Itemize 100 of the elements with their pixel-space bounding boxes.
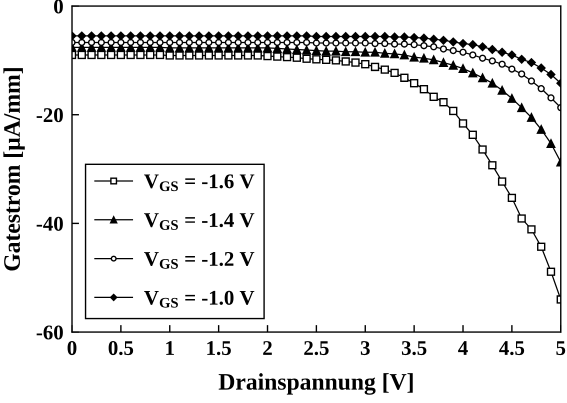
point <box>332 39 340 47</box>
point <box>293 38 300 46</box>
point <box>360 48 370 57</box>
point <box>205 38 212 46</box>
point <box>459 48 467 56</box>
point <box>283 38 291 46</box>
point <box>546 70 556 79</box>
point <box>380 65 389 74</box>
point <box>312 55 321 64</box>
point <box>370 48 380 57</box>
point <box>351 58 360 67</box>
point <box>400 32 409 42</box>
point <box>526 112 536 122</box>
point <box>478 54 486 62</box>
point <box>253 32 262 40</box>
point <box>498 177 506 186</box>
point <box>106 32 116 40</box>
point <box>108 38 115 46</box>
point <box>282 52 292 62</box>
point <box>390 68 399 78</box>
point <box>195 38 203 46</box>
legend-label: V$_{GS}$ = -1.2 V <box>144 252 254 269</box>
point <box>371 40 379 48</box>
point <box>449 106 458 116</box>
point <box>517 54 526 64</box>
x-tick-label: 0 <box>68 341 76 356</box>
point <box>517 103 526 112</box>
point <box>264 38 272 46</box>
point <box>331 46 340 56</box>
point <box>478 73 488 82</box>
legend-label: V$_{GS}$ = -1.6 V <box>144 174 254 192</box>
x-tick-label: 1 <box>166 341 174 355</box>
point <box>458 119 468 128</box>
x-tick-label: 1.5 <box>207 341 231 356</box>
point <box>117 38 124 46</box>
point <box>488 57 496 65</box>
point <box>224 38 232 46</box>
point <box>508 194 516 202</box>
point <box>430 43 438 50</box>
point <box>322 39 330 47</box>
point <box>342 57 350 66</box>
point <box>156 38 164 46</box>
point <box>292 45 302 54</box>
x-tick-label: 2.5 <box>304 341 329 356</box>
point <box>361 60 370 68</box>
point <box>254 38 262 46</box>
point <box>410 79 418 88</box>
point <box>420 42 428 50</box>
point <box>450 46 457 54</box>
y-tick-label: -40 <box>36 216 63 231</box>
point <box>498 60 506 68</box>
legend-label: V$_{GS}$ = -1.0 V <box>144 290 254 308</box>
point <box>488 45 497 54</box>
point <box>282 32 292 40</box>
point <box>400 40 408 48</box>
point <box>184 32 194 40</box>
point <box>127 38 134 46</box>
point <box>528 77 536 85</box>
point <box>410 33 419 42</box>
point <box>272 32 282 40</box>
point <box>468 130 477 139</box>
point <box>244 32 252 40</box>
point <box>518 70 526 78</box>
point <box>546 139 556 148</box>
point <box>322 46 331 56</box>
point <box>527 225 536 234</box>
point <box>370 32 380 41</box>
point <box>146 32 155 40</box>
point <box>224 32 233 40</box>
point <box>126 32 136 40</box>
point <box>546 268 556 276</box>
point <box>360 32 370 41</box>
point <box>351 32 360 41</box>
point <box>234 38 242 46</box>
point <box>312 39 320 47</box>
point <box>322 32 331 41</box>
point <box>96 32 106 40</box>
point <box>439 98 448 106</box>
point <box>273 52 282 61</box>
x-tick-label: 2 <box>263 341 272 355</box>
point <box>332 56 340 65</box>
point <box>166 38 174 46</box>
point <box>292 54 302 62</box>
point <box>440 45 448 53</box>
point <box>498 48 507 57</box>
point <box>322 56 330 64</box>
y-axis-title: Gatestrom [µA/mm] <box>3 68 25 271</box>
point <box>536 64 546 72</box>
point <box>381 40 388 48</box>
point <box>136 32 145 40</box>
x-tick-label: 0.5 <box>108 341 134 356</box>
point <box>538 85 545 92</box>
point <box>370 62 380 72</box>
point <box>488 161 497 170</box>
x-tick-label: 3 <box>360 341 370 356</box>
point <box>302 54 311 63</box>
point <box>430 92 438 101</box>
point <box>448 37 458 46</box>
point <box>342 39 350 47</box>
point <box>175 32 184 40</box>
